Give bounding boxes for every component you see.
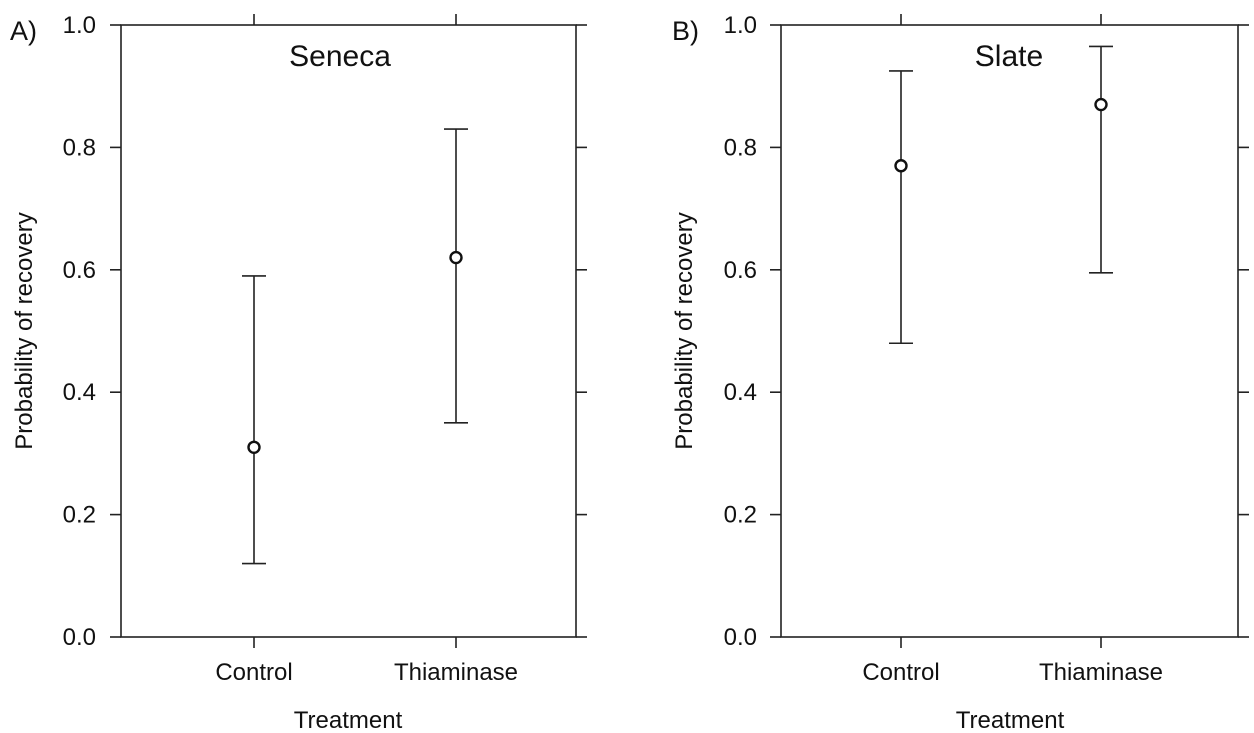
y-tick-label: 0.0 [724,624,757,651]
y-tick-label: 1.0 [63,12,96,39]
y-tick-label: 0.8 [724,134,757,161]
y-tick-label: 0.6 [63,257,96,284]
y-tick-label: 0.4 [63,379,96,406]
panel-a: A) Seneca 0.0 0.2 0.4 0.6 0.8 1.0 Control Thiamin… [10,12,587,733]
data-point-thiaminase [1094,97,1108,112]
x-tick-label: Thiaminase [394,659,518,686]
data-point-thiaminase [449,250,463,265]
x-tick-label: Control [215,659,292,686]
y-tick-label: 0.4 [724,379,757,406]
data-point-control [894,159,908,173]
y-tick-label: 1.0 [724,12,757,39]
y-tick-label: 0.6 [724,257,757,284]
x-tick-label: Control [862,659,939,686]
panel-label: B) [672,16,699,46]
panel-b: B) Slate 0.0 0.2 0.4 0.6 0.8 1.0 Control Thiamina… [671,12,1249,733]
x-axis-title: Treatment [294,707,403,733]
y-tick-label: 0.2 [724,502,757,529]
y-tick-label: 0.8 [63,134,96,161]
y-tick-label: 0.2 [63,502,96,529]
y-tick-label: 0.0 [63,624,96,651]
panel-title: Seneca [289,40,391,73]
panel-title: Slate [975,40,1043,73]
x-tick-label: Thiaminase [1039,659,1163,686]
y-axis-title: Probability of recovery [11,212,38,449]
y-axis-title: Probability of recovery [671,212,698,449]
x-axis-title: Treatment [956,707,1065,733]
plot-frame [120,24,577,638]
panel-label: A) [10,16,37,46]
data-point-control [247,440,261,454]
plot-frame [780,24,1239,638]
